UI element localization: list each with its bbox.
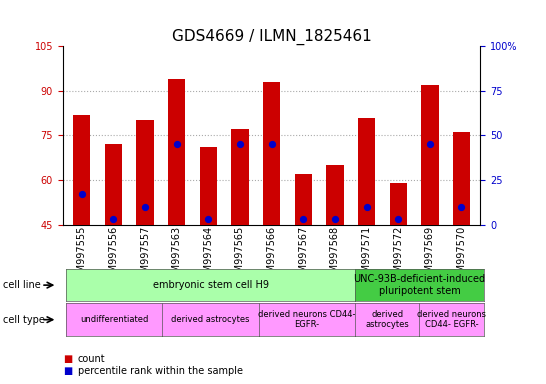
Text: derived
astrocytes: derived astrocytes: [365, 310, 409, 329]
Bar: [453, 132, 470, 225]
Bar: [136, 121, 154, 225]
Bar: [73, 114, 91, 225]
Point: [204, 216, 213, 222]
Bar: [421, 85, 438, 225]
Point: [236, 141, 245, 147]
Bar: [200, 147, 217, 225]
Bar: [168, 79, 186, 225]
Bar: [232, 129, 248, 225]
Bar: [326, 165, 343, 225]
Text: ■: ■: [63, 354, 72, 364]
Text: derived astrocytes: derived astrocytes: [171, 315, 250, 324]
Point: [173, 141, 181, 147]
Title: GDS4669 / ILMN_1825461: GDS4669 / ILMN_1825461: [172, 28, 371, 45]
Text: count: count: [78, 354, 105, 364]
Point: [109, 216, 118, 222]
Bar: [263, 82, 280, 225]
Point: [394, 216, 402, 222]
Text: percentile rank within the sample: percentile rank within the sample: [78, 366, 242, 376]
Text: cell type: cell type: [3, 314, 45, 325]
Bar: [105, 144, 122, 225]
Point: [299, 216, 307, 222]
Text: derived neurons CD44-
EGFR-: derived neurons CD44- EGFR-: [258, 310, 356, 329]
Bar: [295, 174, 312, 225]
Text: cell line: cell line: [3, 280, 40, 290]
Point: [457, 204, 466, 210]
Point: [362, 204, 371, 210]
Text: ■: ■: [63, 366, 72, 376]
Text: UNC-93B-deficient-induced
pluripotent stem: UNC-93B-deficient-induced pluripotent st…: [353, 274, 485, 296]
Point: [425, 141, 434, 147]
Bar: [389, 183, 407, 225]
Point: [141, 204, 150, 210]
Text: embryonic stem cell H9: embryonic stem cell H9: [152, 280, 269, 290]
Text: derived neurons
CD44- EGFR-: derived neurons CD44- EGFR-: [417, 310, 486, 329]
Point: [268, 141, 276, 147]
Point: [78, 191, 86, 197]
Point: [330, 216, 339, 222]
Bar: [358, 118, 375, 225]
Text: undifferentiated: undifferentiated: [80, 315, 149, 324]
